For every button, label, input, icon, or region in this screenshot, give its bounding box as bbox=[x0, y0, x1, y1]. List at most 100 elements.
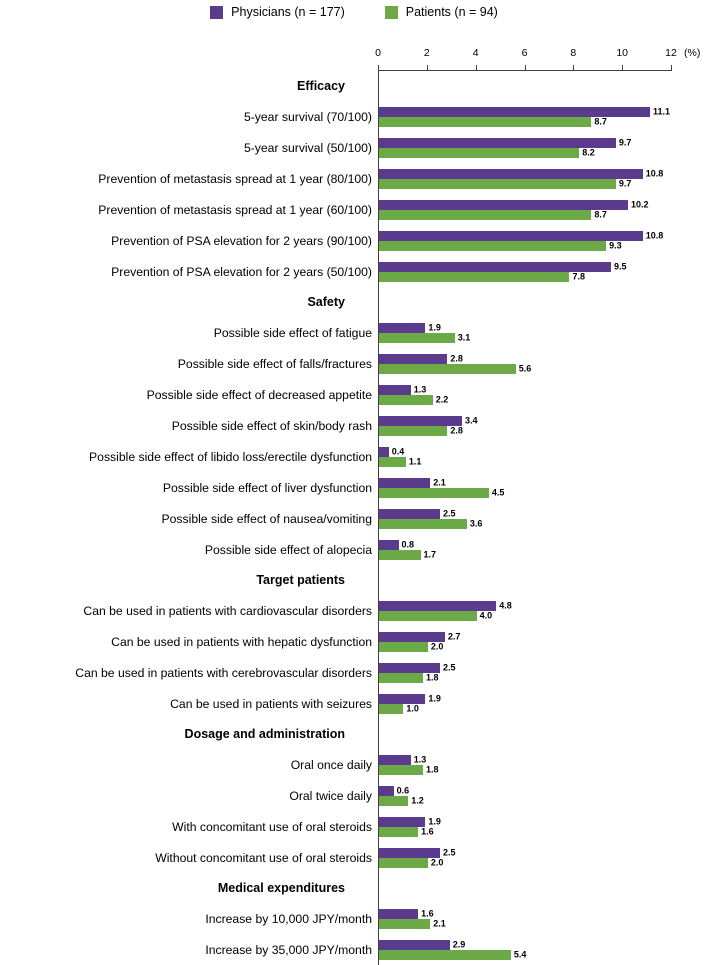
bar-value-label: 1.1 bbox=[408, 456, 422, 466]
bar-value-label: 2.1 bbox=[433, 918, 446, 928]
physicians-bar: 2.8 bbox=[379, 353, 463, 364]
chart-item-row: Possible side effect of fatigue 1.9 3.1 bbox=[0, 317, 708, 348]
axis-tick-label: 12 bbox=[665, 47, 677, 59]
item-bars: 10.8 9.7 bbox=[378, 163, 708, 194]
bar-value-label: 1.6 bbox=[421, 826, 434, 836]
axis-tick bbox=[426, 65, 428, 70]
chart-item-row: 5-year survival (50/100) 9.7 8.2 bbox=[0, 132, 708, 163]
bar-group: 1.3 1.8 bbox=[379, 749, 708, 780]
chart-item-row: Without concomitant use of oral steroids… bbox=[0, 842, 708, 873]
physicians-bar: 0.8 bbox=[379, 539, 414, 550]
item-label: Possible side effect of falls/fractures bbox=[177, 356, 372, 371]
section-header-label: Dosage and administration bbox=[184, 727, 345, 741]
item-label: With concomitant use of oral steroids bbox=[172, 819, 372, 834]
item-bars: 1.9 3.1 bbox=[378, 317, 708, 348]
axis-tick-label: 2 bbox=[423, 47, 430, 59]
axis-tick-label: 8 bbox=[570, 47, 577, 59]
bar-value-label: 8.7 bbox=[594, 209, 607, 219]
item-label: Oral once daily bbox=[290, 757, 372, 772]
bar-value-label: 9.3 bbox=[609, 240, 622, 250]
patients-bar: 3.6 bbox=[379, 518, 482, 529]
bar-value-label: 8.2 bbox=[582, 147, 595, 157]
bar-value-label: 2.0 bbox=[430, 641, 444, 651]
item-label: Without concomitant use of oral steroids bbox=[155, 850, 372, 865]
patients-bar: 1.0 bbox=[379, 703, 419, 714]
patients-bar: 3.1 bbox=[379, 332, 470, 343]
bar-value-label: 1.2 bbox=[411, 795, 424, 805]
physicians-bar: 9.7 bbox=[379, 137, 631, 148]
axis-tick bbox=[378, 65, 379, 70]
item-label: Possible side effect of libido loss/erec… bbox=[89, 449, 372, 464]
x-axis: (%) 0 2 4 6 8 10 12 bbox=[0, 0, 708, 71]
item-label: Can be used in patients with seizures bbox=[170, 696, 372, 711]
chart-item-row: Possible side effect of liver dysfunctio… bbox=[0, 472, 708, 503]
axis-tick bbox=[475, 65, 477, 70]
chart-item-row: 5-year survival (70/100) 11.1 8.7 bbox=[0, 101, 708, 132]
bar-group: 1.9 1.6 bbox=[379, 811, 708, 842]
item-label: Prevention of metastasis spread at 1 yea… bbox=[98, 202, 372, 217]
patients-bar: 8.7 bbox=[379, 209, 607, 220]
bar-group: 1.3 2.2 bbox=[379, 379, 708, 410]
bar-value-label: 9.7 bbox=[618, 178, 632, 188]
chart-item-row: Can be used in patients with cerebrovasc… bbox=[0, 657, 708, 688]
bar-group: 1.6 2.1 bbox=[379, 903, 708, 934]
patients-bar: 7.8 bbox=[379, 271, 585, 282]
item-bars: 2.5 2.0 bbox=[378, 842, 708, 873]
item-bars: 0.8 1.7 bbox=[378, 534, 708, 565]
bar-value-label: 9.7 bbox=[618, 137, 632, 147]
patients-bar: 1.2 bbox=[379, 795, 424, 806]
patients-bar: 8.7 bbox=[379, 116, 607, 127]
axis-tick bbox=[622, 65, 624, 70]
bar-value-label: 3.6 bbox=[469, 518, 483, 528]
bar-group: 1.9 3.1 bbox=[379, 317, 708, 348]
physicians-bar: 9.5 bbox=[379, 261, 626, 272]
legend: Physicians (n = 177) Patients (n = 94) bbox=[0, 5, 708, 19]
bar-value-label: 1.9 bbox=[428, 322, 441, 332]
bar-value-label: 7.8 bbox=[572, 271, 585, 281]
chart-item-row: Prevention of metastasis spread at 1 yea… bbox=[0, 194, 708, 225]
bar-value-label: 2.5 bbox=[443, 662, 456, 672]
bar-value-label: 2.8 bbox=[450, 353, 463, 363]
patients-swatch bbox=[384, 5, 398, 19]
section-header-plot-spacer bbox=[378, 287, 708, 317]
bar-value-label: 10.2 bbox=[631, 199, 649, 209]
bar-value-label: 2.8 bbox=[450, 425, 463, 435]
patients-bar: 9.3 bbox=[379, 240, 622, 251]
patients-bar: 1.8 bbox=[379, 672, 438, 683]
bar-group: 2.9 5.4 bbox=[379, 934, 708, 965]
physicians-bar: 2.5 bbox=[379, 662, 456, 673]
axis-tick bbox=[671, 65, 672, 70]
chart-item-row: Prevention of metastasis spread at 1 yea… bbox=[0, 163, 708, 194]
item-bars: 3.4 2.8 bbox=[378, 410, 708, 441]
patients-bar: 1.8 bbox=[379, 764, 438, 775]
bar-value-label: 2.7 bbox=[447, 631, 461, 641]
bar-group: 11.1 8.7 bbox=[379, 101, 708, 132]
bar-group: 1.9 1.0 bbox=[379, 688, 708, 719]
bar-group: 0.4 1.1 bbox=[379, 441, 708, 472]
bar-group: 9.5 7.8 bbox=[379, 256, 708, 287]
physicians-bar: 10.2 bbox=[379, 199, 649, 210]
section-header-plot-spacer bbox=[378, 719, 708, 749]
legend-item-physicians: Physicians (n = 177) bbox=[210, 5, 345, 19]
bar-group: 0.6 1.2 bbox=[379, 780, 708, 811]
bar-group: 10.8 9.3 bbox=[379, 225, 708, 256]
bar-value-label: 1.0 bbox=[406, 703, 419, 713]
chart-body: Efficacy 5-year survival (70/100) 11.1 8.7 5… bbox=[0, 71, 708, 965]
bar-value-label: 2.0 bbox=[430, 857, 444, 867]
patients-bar: 1.1 bbox=[379, 456, 421, 467]
item-label: Increase by 10,000 JPY/month bbox=[205, 911, 372, 926]
physicians-bar: 11.1 bbox=[379, 106, 670, 117]
item-bars: 10.2 8.7 bbox=[378, 194, 708, 225]
axis-tick-label: 6 bbox=[521, 47, 528, 59]
bar-value-label: 5.6 bbox=[518, 363, 532, 373]
bar-group: 2.5 3.6 bbox=[379, 503, 708, 534]
section-header-plot-spacer bbox=[378, 873, 708, 903]
item-bars: 1.3 1.8 bbox=[378, 749, 708, 780]
bar-group: 2.5 1.8 bbox=[379, 657, 708, 688]
bar-group: 2.7 2.0 bbox=[379, 626, 708, 657]
patients-bar: 1.7 bbox=[379, 549, 436, 560]
patients-bar: 2.0 bbox=[379, 641, 443, 652]
bar-value-label: 1.9 bbox=[428, 816, 441, 826]
physicians-bar: 0.6 bbox=[379, 785, 409, 796]
item-bars: 1.9 1.0 bbox=[378, 688, 708, 719]
